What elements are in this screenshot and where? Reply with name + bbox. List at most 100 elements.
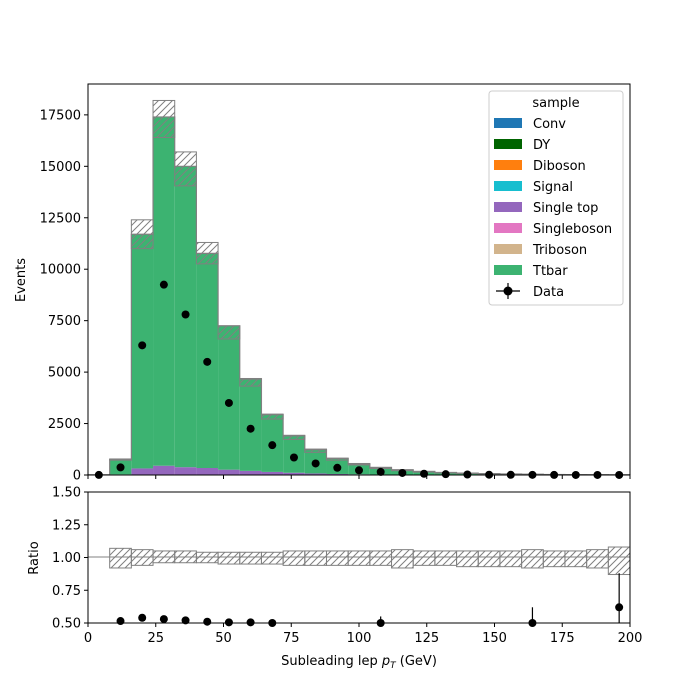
bar-ttbar <box>131 234 154 469</box>
data-point <box>268 441 277 450</box>
data-point <box>159 280 168 289</box>
ratio-point <box>224 618 233 627</box>
uncertainty-bin <box>239 378 262 387</box>
data-point <box>333 463 342 472</box>
ratio-band-bin <box>217 551 241 565</box>
legend-swatch <box>494 202 522 212</box>
bar-ttbar <box>218 325 240 470</box>
ratio-uncertainty-band <box>109 546 631 576</box>
uncertainty-outline <box>174 151 197 187</box>
main-y-axis-label: Events <box>14 258 29 302</box>
uncertainty-bin <box>283 435 305 440</box>
x-axis-label: Subleading lep pT (GeV) <box>281 654 437 671</box>
y-tick-label: 12500 <box>40 211 81 226</box>
data-point <box>224 398 233 407</box>
legend-swatch <box>494 265 522 275</box>
uncertainty-outline <box>325 457 349 461</box>
uncertainty-bin <box>304 449 327 453</box>
ratio-band-bin <box>477 550 501 568</box>
ratio-y-tick-label: 1.00 <box>52 551 81 566</box>
bar-single-top <box>153 465 175 475</box>
ratio-band-bin <box>239 551 262 565</box>
ratio-band-bin <box>369 550 393 566</box>
uncertainty-bin <box>153 100 175 138</box>
ratio-y-ticks: 0.50 0.75 1.00 1.25 1.50 <box>52 486 88 632</box>
uncertainty-outline <box>217 325 241 340</box>
legend-label: Ttbar <box>532 264 568 279</box>
data-point <box>116 463 125 472</box>
ratio-points <box>116 573 624 627</box>
data-point <box>311 459 320 468</box>
ratio-band-bin <box>607 546 631 576</box>
ratio-band-bin <box>260 551 284 565</box>
y-tick-label: 7500 <box>48 314 81 329</box>
uncertainty-outline <box>260 413 284 420</box>
ratio-point <box>159 615 168 624</box>
uncertainty-bin <box>261 414 284 420</box>
ratio-y-tick-label: 0.50 <box>52 617 81 632</box>
ratio-point <box>203 617 212 626</box>
uncertainty-bin <box>174 151 197 186</box>
bar-single-top <box>304 473 327 475</box>
ratio-band-bin <box>304 550 327 566</box>
ratio-band-bin <box>412 550 436 566</box>
ratio-band-bin <box>434 550 458 566</box>
uncertainty-outline <box>347 462 371 466</box>
x-tick-label: 50 <box>215 631 232 646</box>
data-point <box>376 467 385 476</box>
legend-swatch <box>494 160 522 170</box>
legend-label: Singleboson <box>533 222 612 237</box>
bar-single-top <box>261 471 284 475</box>
y-tick-label: 15000 <box>40 160 81 175</box>
legend-entries: Conv DY Diboson Signal Single top Singleboson… <box>494 117 612 300</box>
x-tick-label: 0 <box>84 631 92 646</box>
data-points <box>94 280 624 479</box>
ratio-y-axis-label: Ratio <box>27 541 42 574</box>
legend-swatch <box>494 223 522 233</box>
data-point <box>289 453 298 462</box>
bar-single-top <box>131 468 154 475</box>
ratio-band-bin <box>325 550 349 566</box>
x-tick-label: 100 <box>347 631 372 646</box>
main-panel: 0 2500 5000 7500 10000 12500 15000 17500 Events… <box>14 83 631 484</box>
ratio-panel: 0.50 0.75 1.00 1.25 1.50 0 25 50 75 100 125 150 175… <box>27 486 642 672</box>
uncertainty-outline <box>195 241 219 265</box>
bar-ttbar <box>153 116 175 466</box>
legend-swatch <box>494 181 522 191</box>
bar-single-top <box>239 470 262 475</box>
bar-single-top <box>196 468 219 475</box>
ratio-band-bin <box>282 550 306 566</box>
ratio-band-bin <box>109 547 132 569</box>
uncertainty-band <box>88 100 630 475</box>
x-tick-label: 175 <box>550 631 575 646</box>
uncertainty-outline <box>239 377 262 387</box>
ratio-band-bin <box>391 549 414 569</box>
legend-swatch <box>494 139 522 149</box>
legend-label: Triboson <box>532 243 587 258</box>
uncertainty-outline <box>282 434 306 440</box>
bar-single-top <box>283 472 305 475</box>
bar-single-top <box>174 467 197 475</box>
y-tick-label: 0 <box>73 469 81 484</box>
data-point <box>246 424 255 433</box>
y-tick-label: 2500 <box>48 417 81 432</box>
legend-label: Conv <box>533 117 566 132</box>
legend-label: Data <box>533 285 564 300</box>
legend-label: Single top <box>533 201 598 216</box>
y-tick-label: 10000 <box>40 263 81 278</box>
legend-marker-dot <box>503 286 513 296</box>
ratio-band-bin <box>499 550 523 568</box>
uncertainty-outline <box>152 99 176 139</box>
x-tick-label: 125 <box>414 631 439 646</box>
bar-single-top <box>218 469 240 475</box>
data-point <box>203 357 212 366</box>
data-point <box>355 466 363 475</box>
ratio-band-bin <box>456 550 479 568</box>
x-tick-label: 25 <box>147 631 164 646</box>
uncertainty-outline <box>109 458 132 461</box>
legend-title: sample <box>532 96 579 111</box>
x-tick-label: 75 <box>283 631 300 646</box>
x-tick-label: 200 <box>618 631 643 646</box>
ratio-point <box>181 616 190 625</box>
data-point <box>463 470 472 479</box>
